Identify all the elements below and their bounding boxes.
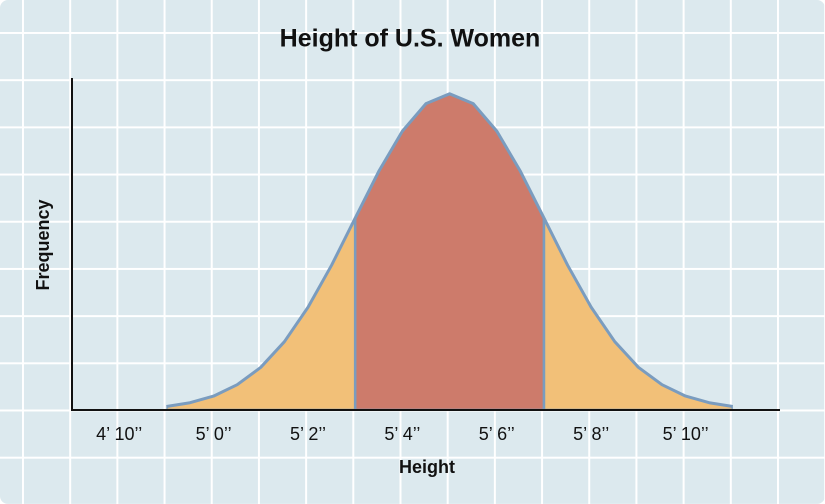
x-axis-label: Height — [399, 457, 455, 477]
plot-area — [166, 92, 734, 411]
x-tick-label: 5’ 8’’ — [573, 424, 609, 444]
x-tick-label: 5’ 0’’ — [196, 424, 232, 444]
y-axis-label: Frequency — [33, 199, 53, 290]
x-tick-label: 5’ 2’’ — [290, 424, 326, 444]
curve — [166, 92, 734, 409]
chart-title: Height of U.S. Women — [280, 25, 541, 53]
band — [166, 93, 357, 411]
band — [353, 93, 546, 411]
x-tick-label: 5’ 4’’ — [384, 424, 420, 444]
band — [542, 93, 733, 411]
x-tick-label: 5’ 10’’ — [663, 424, 709, 444]
x-tick-label: 4’ 10’’ — [96, 424, 142, 444]
x-tick-label: 5’ 6’’ — [479, 424, 515, 444]
